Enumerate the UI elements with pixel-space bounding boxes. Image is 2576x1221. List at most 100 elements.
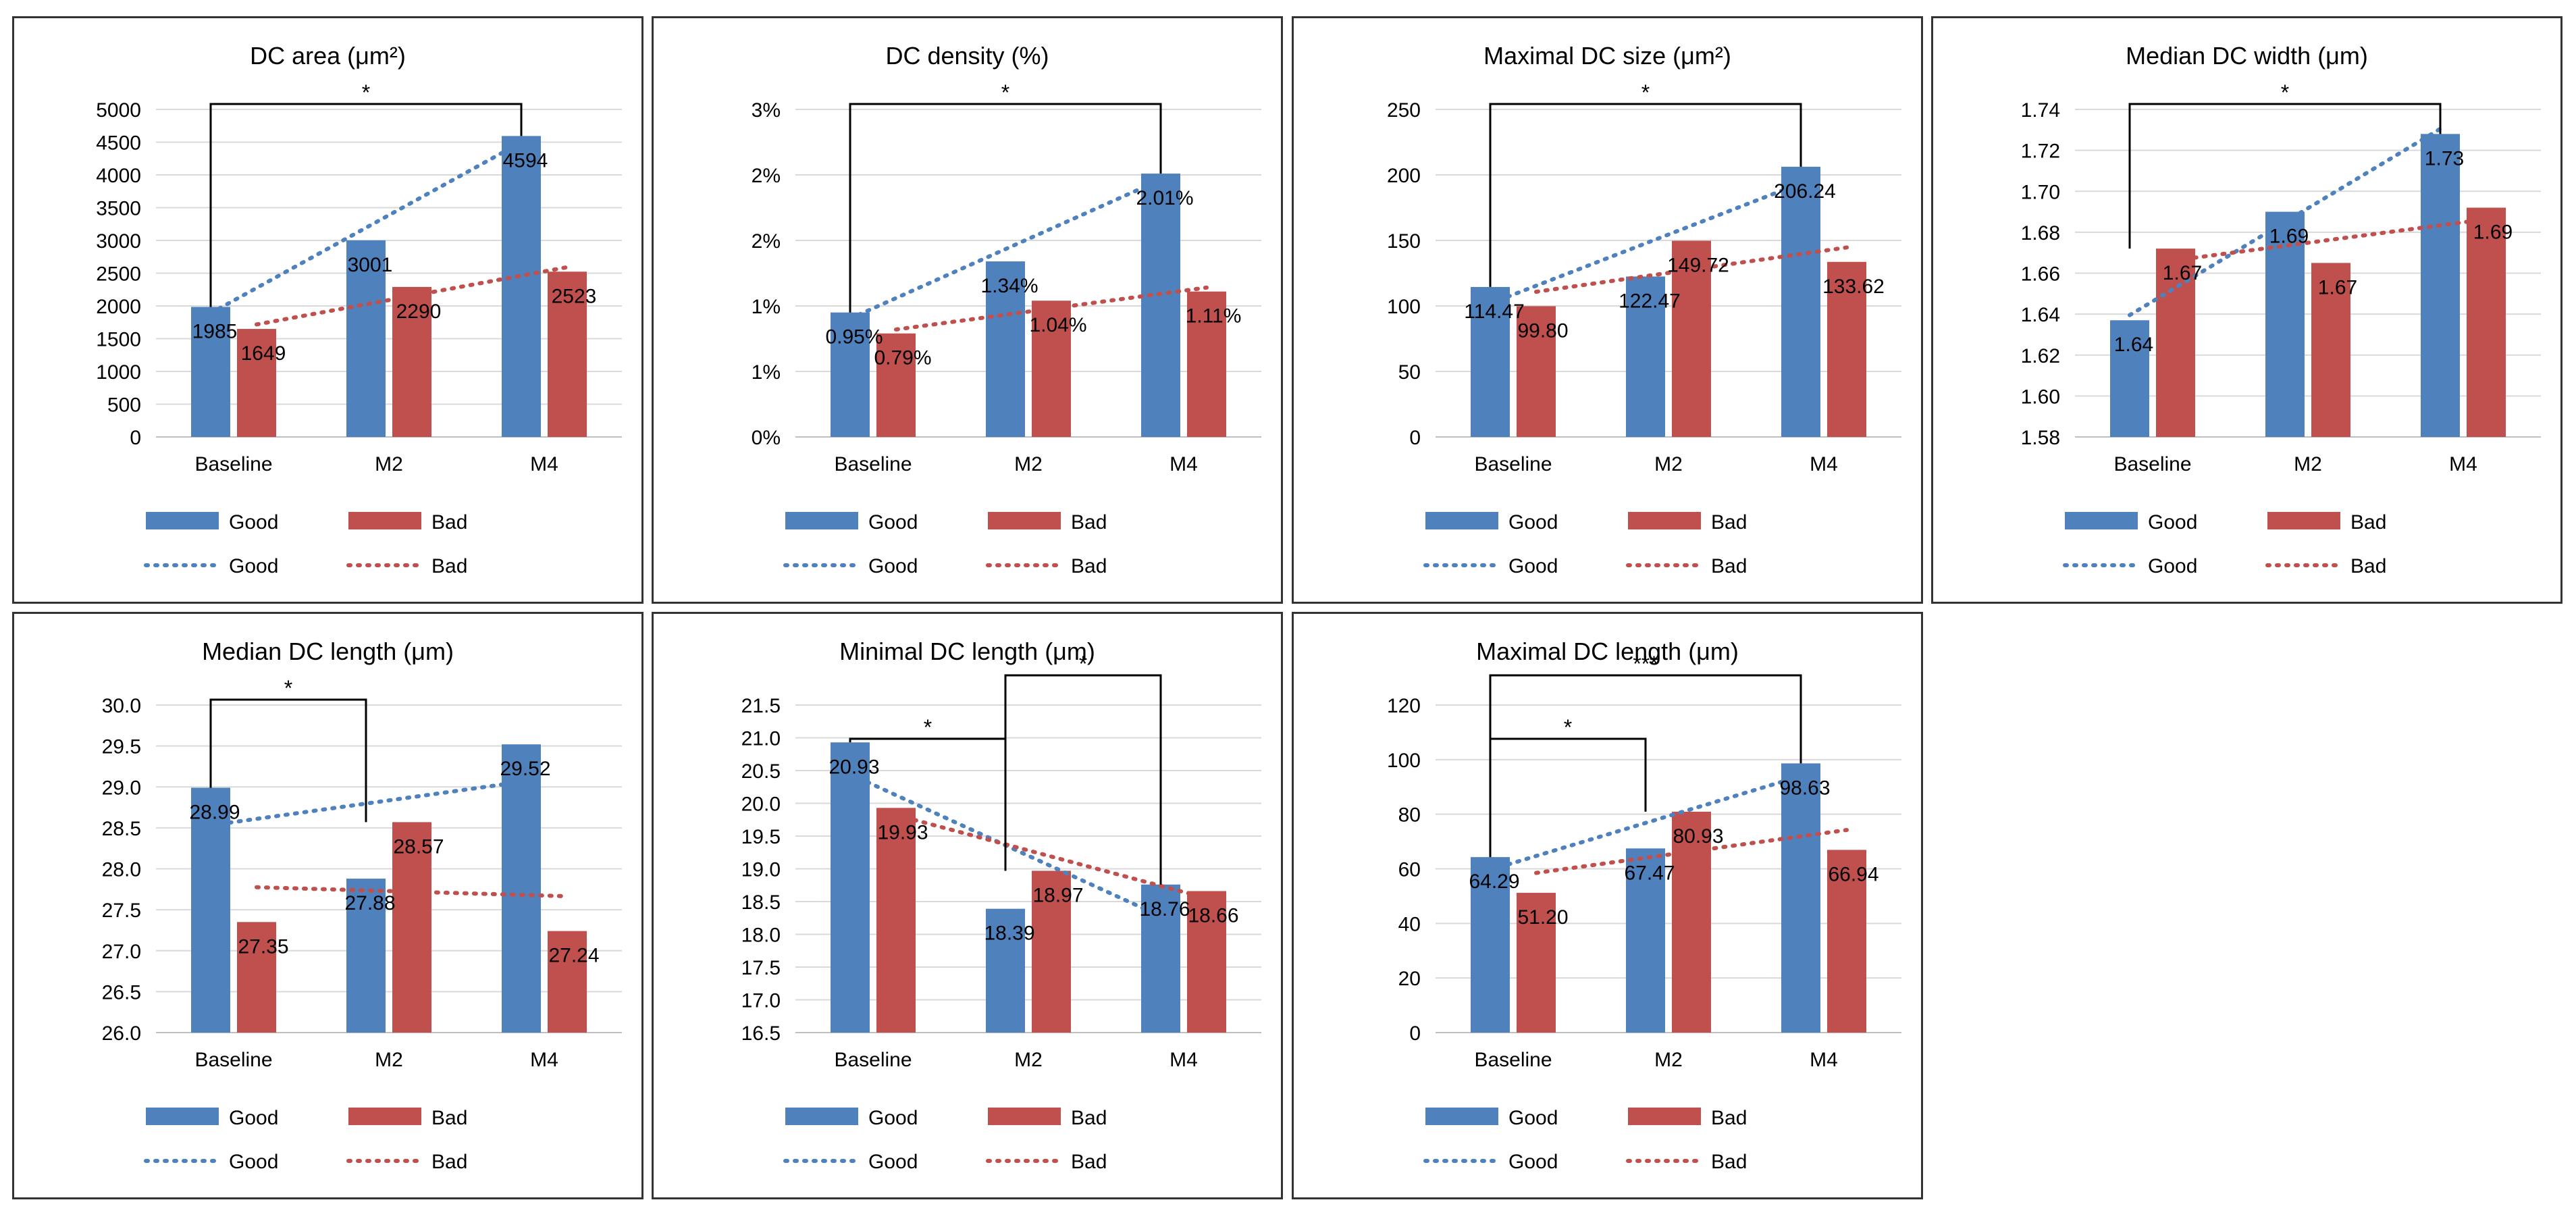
chart-title: DC density (%) xyxy=(885,42,1049,70)
y-tick-label: 29.5 xyxy=(102,736,141,758)
data-label-good: 4594 xyxy=(503,149,548,172)
significance-bracket: * xyxy=(1004,652,1162,885)
x-tick-label: Baseline xyxy=(1474,1049,1552,1071)
x-tick-label: M4 xyxy=(530,1049,558,1071)
legend: Good Bad Good Bad xyxy=(783,1107,1107,1173)
chart-panel: DC density (%) 0% 1% 1% 2% 2% 3% * 0.95% 1.34% 2.0… xyxy=(652,16,1283,604)
data-label-bad: 80.93 xyxy=(1673,825,1723,848)
bracket-line xyxy=(209,698,367,823)
chart-panel: Median DC width (μm) 1.58 1.60 1.62 1.64 1.66… xyxy=(1931,16,2562,604)
y-tick-label: 29.0 xyxy=(102,777,141,799)
significance-bracket: * xyxy=(209,676,367,823)
y-tick-label: 21.0 xyxy=(741,728,781,750)
x-tick-label: M4 xyxy=(1810,453,1838,475)
legend-swatch-good xyxy=(1425,512,1498,529)
legend-label-bad: Bad xyxy=(431,1107,467,1129)
x-tick-label: M4 xyxy=(530,453,558,475)
bar-bad-m4 xyxy=(1187,891,1226,1033)
significance-bracket: * xyxy=(849,715,1007,871)
data-label-bad: 0.79% xyxy=(874,347,931,369)
legend: Good Bad Good Bad xyxy=(783,511,1107,577)
legend-swatch-good xyxy=(785,1108,858,1125)
significance-label: * xyxy=(284,676,292,700)
bar-good-m4 xyxy=(1781,763,1820,1033)
legend-label-bad: Bad xyxy=(1711,511,1747,534)
data-label-good: 206.24 xyxy=(1774,180,1836,203)
legend-label-bad: Bad xyxy=(1071,511,1107,534)
bar-good-m4 xyxy=(502,744,541,1033)
legend-label-good-trend: Good xyxy=(1508,555,1558,577)
x-tick-label: M2 xyxy=(1654,453,1683,475)
bracket-line xyxy=(1004,674,1162,885)
bar-good-m2 xyxy=(1626,276,1665,437)
bar-good-baseline xyxy=(831,312,870,437)
legend-label-good: Good xyxy=(868,1107,918,1129)
bar-bad-m4 xyxy=(1827,850,1866,1033)
chart-panel: DC area (μm²) 0 500 1000 1500 2000 2500 3000 350… xyxy=(12,16,643,604)
data-label-bad: 1.69 xyxy=(2473,222,2513,244)
data-label-bad: 27.35 xyxy=(238,935,288,958)
legend-swatch-bad xyxy=(988,512,1061,529)
legend-swatch-good xyxy=(146,1108,219,1125)
y-tick-label: 50 xyxy=(1398,361,1421,384)
legend-swatch-good xyxy=(2065,512,2138,529)
y-tick-label: 0 xyxy=(1409,1022,1421,1045)
x-tick-label: M2 xyxy=(2294,453,2322,475)
y-tick-label: 1% xyxy=(752,361,781,384)
legend-label-bad-trend: Bad xyxy=(1711,1151,1747,1173)
legend-label-good-trend: Good xyxy=(868,555,918,577)
data-label-bad: 1649 xyxy=(241,342,286,365)
x-tick-label: M4 xyxy=(1169,453,1198,475)
data-label-bad: 149.72 xyxy=(1667,255,1729,277)
y-tick-label: 20.5 xyxy=(741,760,781,783)
x-tick-label: M2 xyxy=(375,453,403,475)
data-label-good: 122.47 xyxy=(1619,290,1681,312)
data-label-good: 18.76 xyxy=(1139,898,1190,920)
data-label-bad: 1.04% xyxy=(1029,314,1086,336)
x-tick-label: Baseline xyxy=(194,1049,272,1071)
y-tick-label: 1000 xyxy=(96,361,141,384)
legend-label-good: Good xyxy=(229,511,278,534)
y-tick-label: 40 xyxy=(1398,913,1421,935)
legend-label-bad-trend: Bad xyxy=(431,555,467,577)
data-label-good: 29.52 xyxy=(500,758,550,780)
bar-good-m2 xyxy=(986,908,1025,1033)
data-label-bad: 1.67 xyxy=(2163,262,2202,284)
data-label-good: 28.99 xyxy=(189,801,240,823)
y-tick-label: 1.68 xyxy=(2021,222,2060,244)
data-label-good: 1.69 xyxy=(2269,226,2309,248)
bar-bad-baseline xyxy=(237,329,276,437)
y-tick-label: 100 xyxy=(1387,296,1421,318)
legend-label-good: Good xyxy=(1508,511,1558,534)
chart-panel: Median DC length (μm) 26.0 26.5 27.0 27.5 28.… xyxy=(12,612,643,1199)
trendline-good xyxy=(848,178,1163,321)
legend-label-bad: Bad xyxy=(1711,1107,1747,1129)
significance-bracket: *** xyxy=(1489,652,1802,858)
legend-label-bad-trend: Bad xyxy=(2350,555,2386,577)
x-tick-label: M4 xyxy=(2449,453,2477,475)
bar-bad-baseline xyxy=(876,808,916,1033)
data-label-bad: 133.62 xyxy=(1822,276,1885,298)
data-label-good: 18.39 xyxy=(984,923,1034,945)
bar-bad-baseline xyxy=(1517,893,1556,1033)
bar-good-m2 xyxy=(986,261,1025,437)
trendline-bad xyxy=(894,812,1209,900)
y-tick-label: 1.62 xyxy=(2021,345,2060,367)
legend: Good Bad Good Bad xyxy=(1423,511,1747,577)
x-tick-label: M4 xyxy=(1169,1049,1198,1071)
legend-swatch-bad xyxy=(2267,512,2340,529)
legend-label-bad: Bad xyxy=(1071,1107,1107,1129)
legend-label-good-trend: Good xyxy=(229,555,278,577)
bar-bad-baseline xyxy=(1517,306,1556,437)
y-tick-label: 27.5 xyxy=(102,900,141,922)
data-label-bad: 2290 xyxy=(396,301,442,323)
legend-label-good-trend: Good xyxy=(229,1151,278,1173)
bar-bad-m2 xyxy=(1032,301,1071,437)
y-tick-label: 80 xyxy=(1398,804,1421,827)
bar-bad-baseline xyxy=(876,333,916,437)
data-label-good: 1.34% xyxy=(980,275,1038,297)
chart-title: Maximal DC length (μm) xyxy=(1476,638,1739,665)
y-tick-label: 28.5 xyxy=(102,818,141,840)
bar-bad-m2 xyxy=(2311,263,2350,437)
data-label-bad: 99.80 xyxy=(1517,319,1568,342)
